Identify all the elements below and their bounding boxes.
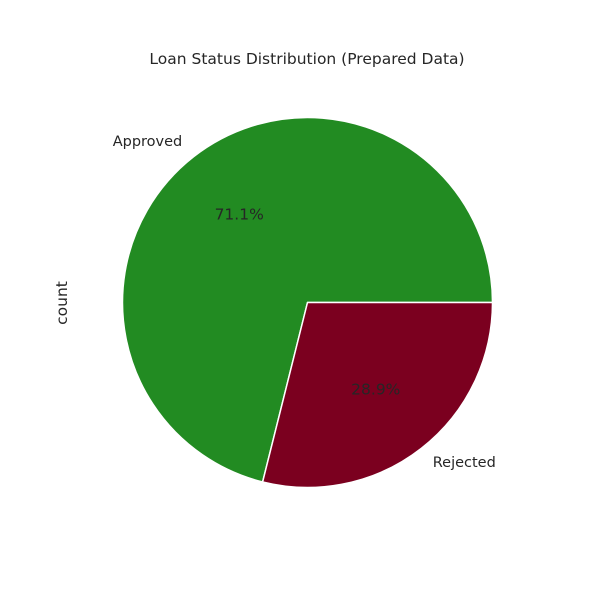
chart-title: Loan Status Distribution (Prepared Data) — [149, 50, 464, 68]
y-axis-label: count — [53, 281, 71, 325]
pie-labels: Approved 71.1% Rejected 28.9% — [113, 134, 496, 471]
pie-slice-rejected — [261, 301, 494, 489]
percent-label-rejected: 28.9% — [351, 380, 400, 398]
category-label-approved: Approved — [113, 134, 183, 150]
pie-slice-approved — [121, 116, 494, 483]
category-label-rejected: Rejected — [433, 455, 496, 471]
pie-slices — [121, 116, 494, 489]
percent-label-approved: 71.1% — [215, 206, 264, 224]
